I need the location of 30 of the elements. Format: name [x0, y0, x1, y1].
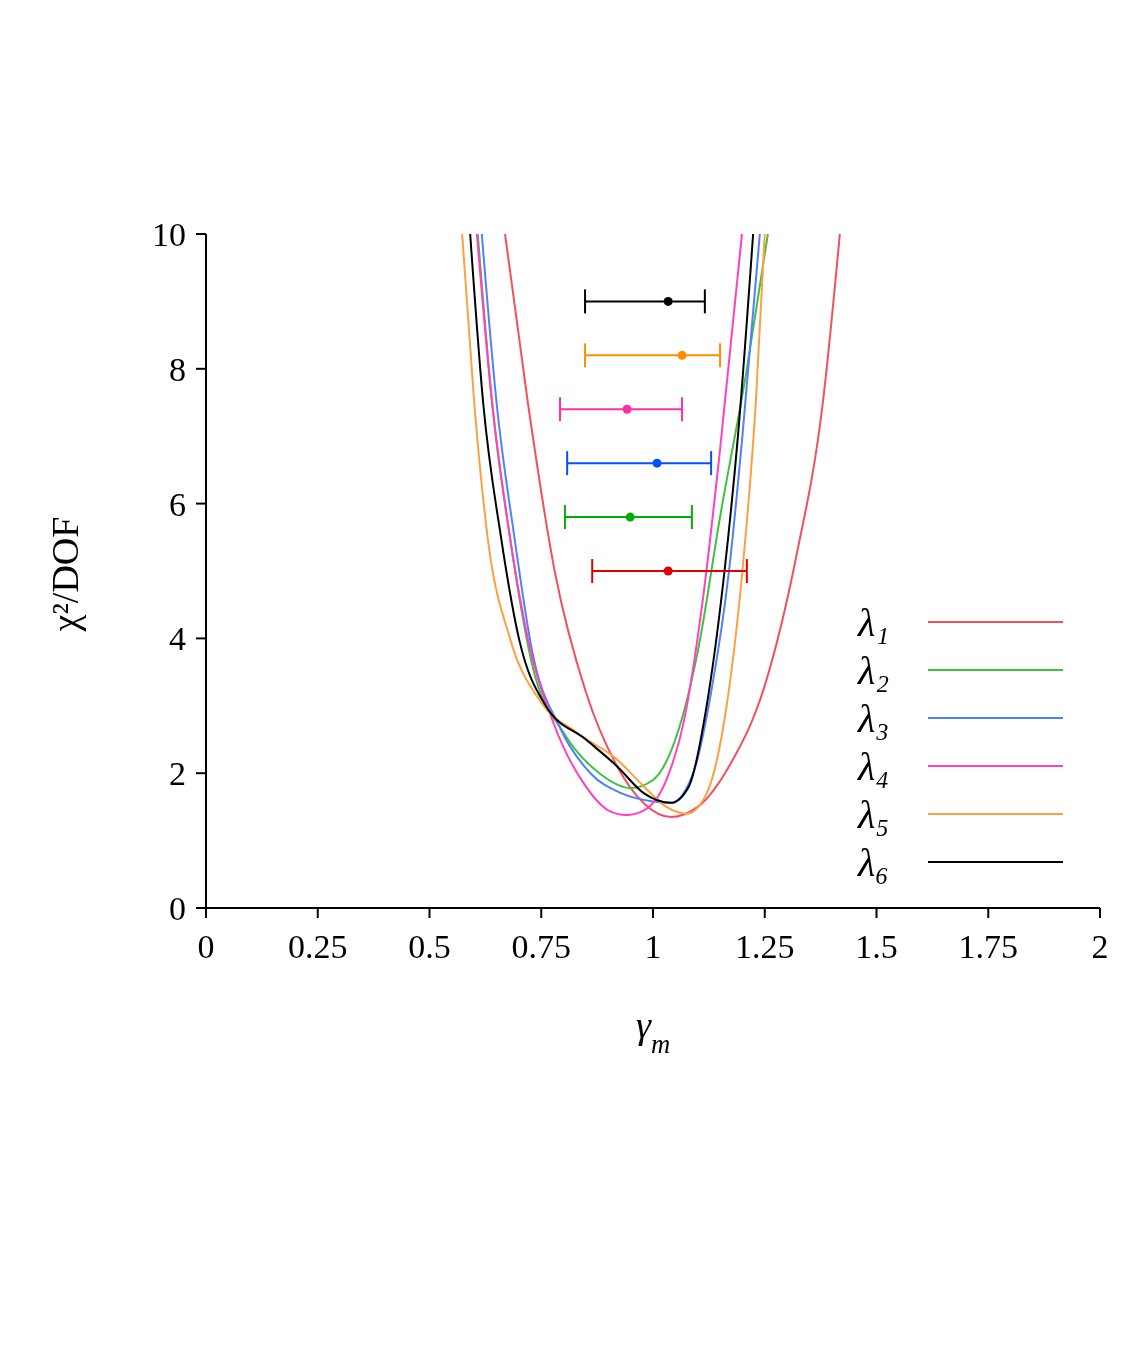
point: [625, 512, 635, 522]
x-tick-label: 1.25: [735, 928, 795, 966]
x-tick-label: 1.75: [958, 928, 1018, 966]
x-tick-label: 0.75: [511, 928, 571, 966]
legend-label: λ₃: [858, 694, 891, 742]
point: [652, 458, 662, 468]
x-tick-label: 0: [197, 928, 215, 966]
point: [677, 350, 687, 360]
legend-label: λ₄: [858, 742, 891, 790]
legend-label: λ₁: [858, 598, 891, 646]
x-tick-label: 1: [644, 928, 662, 966]
legend-label: λ₆: [858, 838, 891, 886]
point: [663, 566, 673, 576]
legend-label: λ₂: [858, 646, 891, 694]
x-tick-label: 0.25: [288, 928, 348, 966]
legend-label: λ₅: [858, 790, 891, 838]
y-tick-label: 0: [169, 890, 186, 928]
x-tick-label: 1.5: [855, 928, 898, 966]
point: [622, 404, 632, 414]
y-tick-label: 4: [169, 620, 186, 658]
y-tick-label: 6: [169, 485, 186, 523]
y-tick-label: 2: [169, 755, 186, 793]
y-axis-title: χ²/DOF: [44, 516, 86, 633]
x-tick-label: 0.5: [408, 928, 451, 966]
point: [663, 296, 673, 306]
x-tick-label: 2: [1091, 928, 1109, 966]
line-series: [504, 234, 841, 819]
y-tick-label: 8: [169, 350, 186, 388]
y-tick-label: 10: [152, 216, 186, 254]
x-axis-title: γ$_{m}$: [635, 1004, 671, 1059]
